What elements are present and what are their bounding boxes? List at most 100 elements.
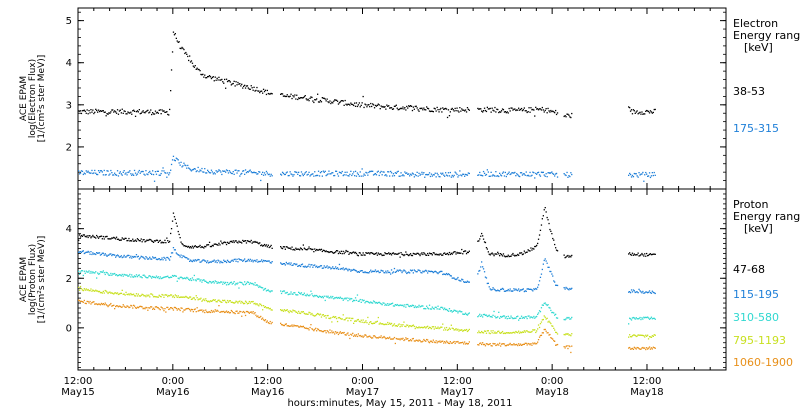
data-point: [522, 288, 524, 290]
data-point: [416, 339, 418, 342]
data-point: [317, 249, 320, 251]
data-point: [198, 259, 200, 261]
data-point: [119, 109, 121, 111]
data-point: [294, 249, 296, 251]
data-point: [79, 300, 82, 303]
data-point: [409, 175, 411, 177]
data-point: [243, 259, 245, 261]
data-point: [355, 334, 358, 336]
data-point: [537, 328, 539, 330]
data-point: [240, 85, 242, 87]
data-point: [501, 330, 504, 333]
data-point: [399, 108, 401, 110]
data-point: [548, 320, 550, 322]
data-point: [359, 334, 361, 337]
data-point: [349, 252, 351, 254]
data-point: [406, 172, 408, 174]
data-point: [446, 175, 449, 177]
data-point: [359, 106, 361, 108]
data-point: [465, 342, 468, 344]
data-point: [447, 109, 450, 111]
data-point: [151, 113, 153, 116]
data-point: [326, 251, 328, 253]
data-point: [442, 307, 444, 309]
data-point: [223, 259, 225, 261]
data-point: [354, 102, 356, 104]
data-point: [189, 168, 191, 170]
data-point: [428, 172, 431, 174]
data-point: [96, 234, 98, 237]
data-point: [195, 311, 197, 313]
data-point: [132, 173, 134, 175]
data-point: [348, 268, 350, 270]
data-point: [124, 294, 126, 296]
data-point: [245, 301, 248, 303]
shared-x-axis: 12:00May150:00May1612:00May160:00May1712…: [61, 376, 663, 398]
data-point: [321, 250, 323, 253]
data-point: [81, 170, 84, 172]
data-point: [323, 171, 325, 173]
data-point: [392, 271, 395, 273]
data-point: [165, 242, 167, 244]
data-point: [481, 110, 483, 112]
data-point: [252, 261, 254, 263]
data-point: [251, 259, 253, 261]
data-point: [372, 302, 374, 304]
data-point: [493, 343, 495, 345]
data-point: [446, 329, 449, 331]
data-point: [641, 252, 643, 255]
data-point: [563, 173, 565, 175]
data-point: [190, 60, 193, 62]
data-point: [140, 276, 142, 278]
data-point: [125, 237, 127, 240]
data-point: [328, 251, 330, 254]
data-point: [409, 325, 412, 327]
data-point: [90, 288, 92, 290]
data-point: [458, 330, 460, 332]
data-point: [517, 332, 519, 334]
data-point: [238, 300, 240, 303]
data-point: [94, 272, 96, 274]
data-point: [464, 312, 467, 314]
data-point: [464, 110, 466, 112]
data-point: [398, 175, 400, 177]
data-point: [313, 175, 315, 177]
data-point: [654, 334, 656, 336]
data-point: [263, 90, 266, 93]
data-point: [87, 300, 89, 303]
data-point: [635, 348, 637, 350]
data-point: [523, 343, 525, 345]
data-point: [437, 326, 439, 328]
data-point: [155, 296, 158, 298]
data-point: [564, 334, 566, 336]
data-point: [489, 343, 491, 345]
data-point: [458, 174, 460, 177]
data-point: [303, 266, 305, 268]
data-point: [121, 289, 123, 291]
data-point: [379, 336, 381, 339]
data-point: [241, 300, 243, 303]
data-point: [313, 251, 315, 253]
data-point: [209, 245, 212, 248]
data-point: [200, 73, 202, 76]
data-point: [525, 316, 527, 318]
data-point: [646, 252, 648, 255]
data-point: [423, 252, 425, 254]
data-point: [483, 313, 486, 316]
data-point: [650, 316, 653, 318]
data-point: [138, 274, 140, 276]
data-point: [146, 257, 148, 259]
data-point: [536, 288, 538, 290]
data-point: [110, 253, 112, 255]
data-point: [317, 249, 319, 251]
data-point: [128, 306, 130, 309]
data-point: [207, 260, 209, 262]
data-point: [82, 173, 84, 176]
data-point: [555, 331, 558, 334]
data-point: [426, 173, 428, 176]
data-point: [194, 259, 196, 261]
data-point: [118, 110, 121, 112]
data-point: [126, 305, 128, 307]
data-point: [362, 271, 364, 273]
data-point: [261, 318, 263, 320]
